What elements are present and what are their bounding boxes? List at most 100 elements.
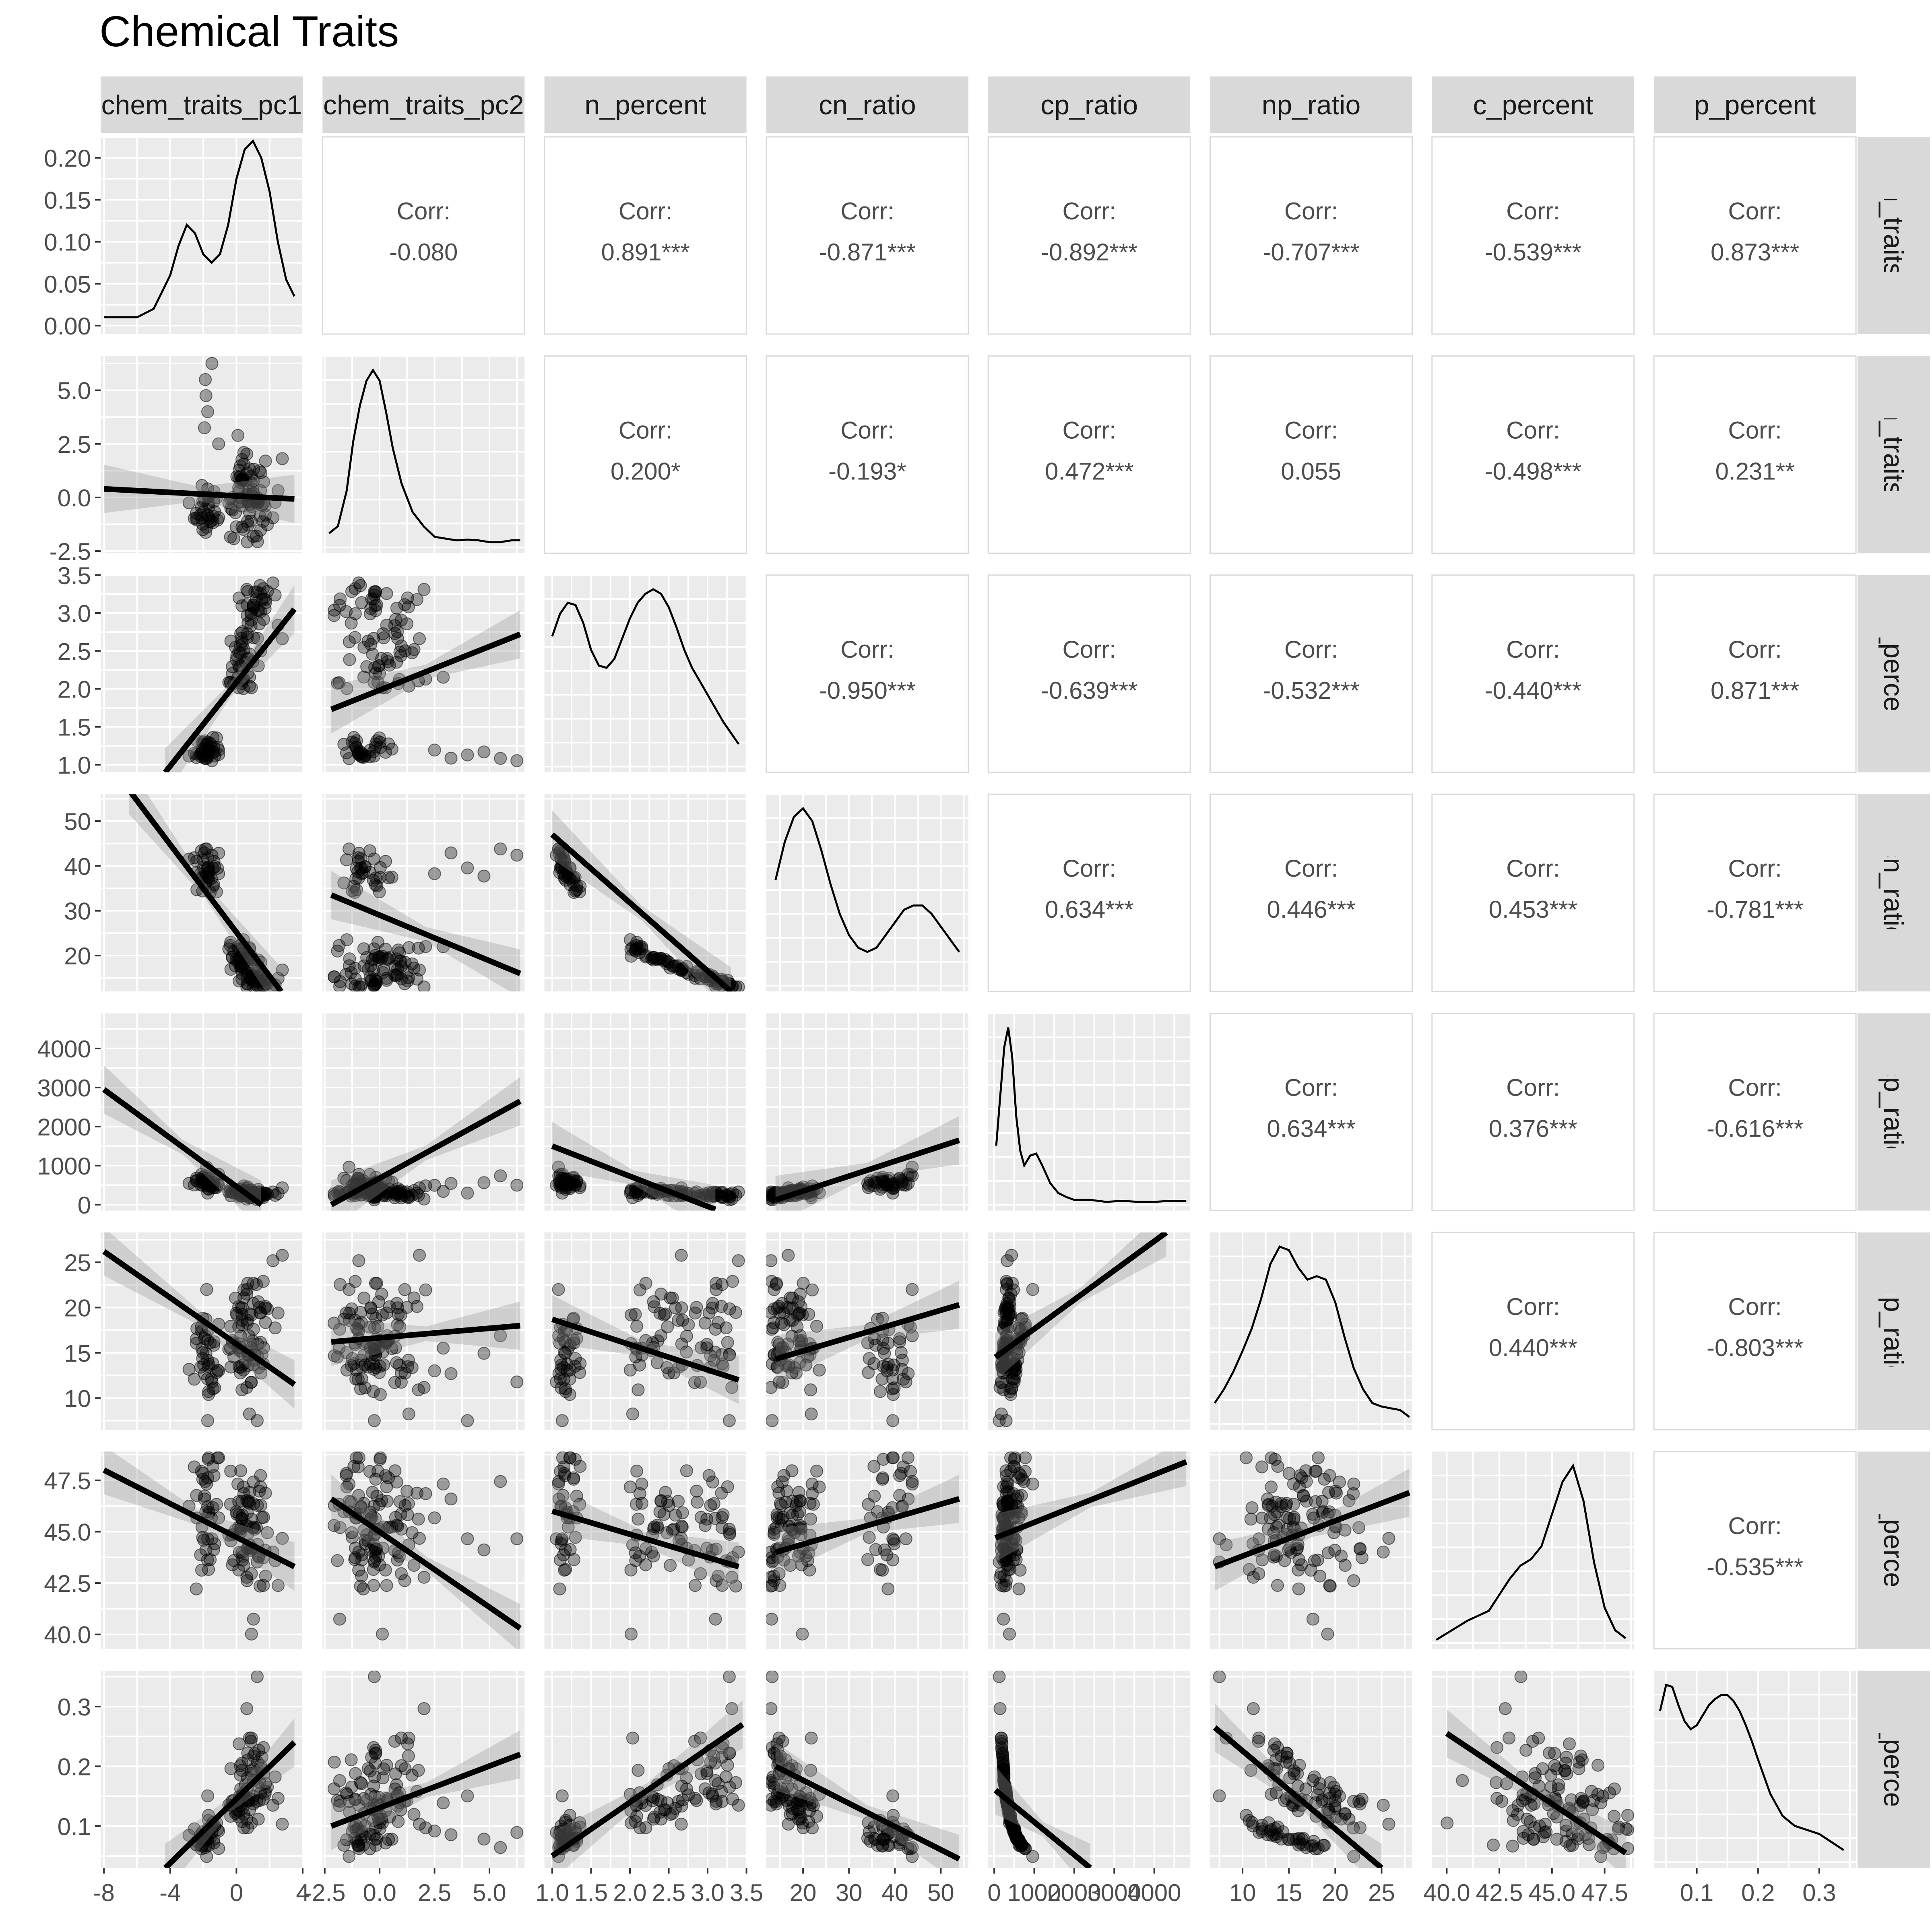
panel: Corr: 0.200* xyxy=(544,355,747,554)
data-point xyxy=(247,1612,260,1626)
data-point xyxy=(367,1670,381,1683)
data-point xyxy=(437,671,450,684)
corr-label: Corr: xyxy=(1284,855,1338,882)
data-point xyxy=(553,1179,567,1193)
data-point xyxy=(1244,1513,1257,1526)
panel xyxy=(322,1670,525,1868)
corr-value: 0.634*** xyxy=(1045,896,1133,923)
data-point xyxy=(654,1794,668,1808)
data-point xyxy=(374,1388,387,1401)
data-point xyxy=(390,1476,403,1489)
y-tick-label: 2.5 xyxy=(58,638,91,665)
y-tick-label: 20 xyxy=(64,943,91,970)
data-point xyxy=(233,1737,246,1750)
panel-background xyxy=(766,136,969,335)
data-point xyxy=(896,1354,909,1367)
data-point xyxy=(331,1554,344,1567)
data-point xyxy=(461,1414,474,1427)
x-tick-label: 30 xyxy=(836,1879,863,1906)
data-point xyxy=(632,1764,645,1777)
data-point xyxy=(810,1464,823,1478)
data-point xyxy=(401,591,414,605)
data-point xyxy=(253,617,266,630)
x-tick-label: 47.5 xyxy=(1581,1879,1628,1906)
data-point xyxy=(444,846,458,860)
data-point xyxy=(552,1283,565,1296)
data-point xyxy=(1269,1496,1282,1509)
data-point xyxy=(349,1275,362,1288)
corr-label: Corr: xyxy=(1506,417,1560,444)
corr-label: Corr: xyxy=(1063,636,1116,663)
corr-value: -0.193* xyxy=(828,458,906,485)
data-point xyxy=(477,1347,491,1360)
panel xyxy=(988,1670,1191,1868)
data-point xyxy=(553,861,567,875)
data-point xyxy=(768,1795,781,1808)
panel xyxy=(101,794,303,992)
x-tick-label: 1.0 xyxy=(535,1879,569,1906)
corr-value: -0.539*** xyxy=(1485,239,1581,266)
data-point xyxy=(709,1323,722,1336)
confidence-band xyxy=(331,871,520,992)
data-point xyxy=(567,1174,580,1187)
data-point xyxy=(380,652,394,665)
panel: Corr: -0.193* xyxy=(766,355,969,554)
data-point xyxy=(276,1818,289,1831)
data-point xyxy=(768,1283,781,1296)
data-point xyxy=(245,1627,258,1641)
panel-background xyxy=(1431,574,1635,773)
corr-value: -0.498*** xyxy=(1485,458,1581,485)
data-point xyxy=(887,1451,900,1464)
panel: Corr: -0.440*** xyxy=(1431,574,1635,773)
panel: Corr: 0.376*** xyxy=(1431,1013,1635,1212)
chart-title: Chemical Traits xyxy=(99,7,399,56)
y-tick-label: 1000 xyxy=(37,1153,91,1180)
data-point xyxy=(726,1275,739,1288)
data-point xyxy=(690,1484,703,1498)
data-point xyxy=(367,1555,381,1569)
data-point xyxy=(349,582,362,595)
data-point xyxy=(887,1182,900,1195)
data-point xyxy=(337,876,351,890)
data-point xyxy=(405,1361,419,1374)
data-point xyxy=(417,1702,431,1715)
data-point xyxy=(392,1182,405,1195)
data-point xyxy=(1608,1810,1621,1823)
data-point xyxy=(805,1408,818,1420)
data-point xyxy=(234,1464,247,1478)
data-point xyxy=(369,1189,382,1203)
data-point xyxy=(1271,1579,1284,1592)
strip-label: c_percent xyxy=(1473,90,1593,120)
data-point xyxy=(786,1314,799,1327)
data-point xyxy=(402,1408,415,1420)
data-point xyxy=(345,1753,358,1767)
corr-label: Corr: xyxy=(1728,198,1781,225)
y-tick-label: 42.5 xyxy=(44,1570,91,1597)
x-tick-label: 15 xyxy=(1276,1879,1302,1906)
y-tick-label: 4000 xyxy=(37,1036,91,1063)
data-point xyxy=(1313,1569,1327,1583)
data-point xyxy=(197,1534,210,1547)
data-point xyxy=(367,1414,381,1427)
data-point xyxy=(395,639,408,652)
corr-value: -0.535*** xyxy=(1707,1553,1803,1580)
y-tick-label: 3.0 xyxy=(58,600,91,627)
data-point xyxy=(786,1795,799,1808)
data-point xyxy=(1323,1579,1337,1593)
data-point xyxy=(367,585,381,599)
corr-value: -0.616*** xyxy=(1707,1115,1803,1142)
panel-background xyxy=(1431,793,1635,992)
panel-background xyxy=(544,575,747,772)
corr-label: Corr: xyxy=(1728,1074,1781,1101)
regression-line xyxy=(330,632,521,712)
data-point xyxy=(726,1186,739,1199)
data-point xyxy=(369,1757,382,1770)
data-point xyxy=(690,965,703,978)
data-point xyxy=(1355,1551,1368,1564)
data-point xyxy=(796,1627,809,1641)
data-point xyxy=(1240,1451,1253,1464)
data-point xyxy=(886,1372,899,1385)
corr-value: -0.871*** xyxy=(819,239,916,266)
data-point xyxy=(261,518,274,531)
